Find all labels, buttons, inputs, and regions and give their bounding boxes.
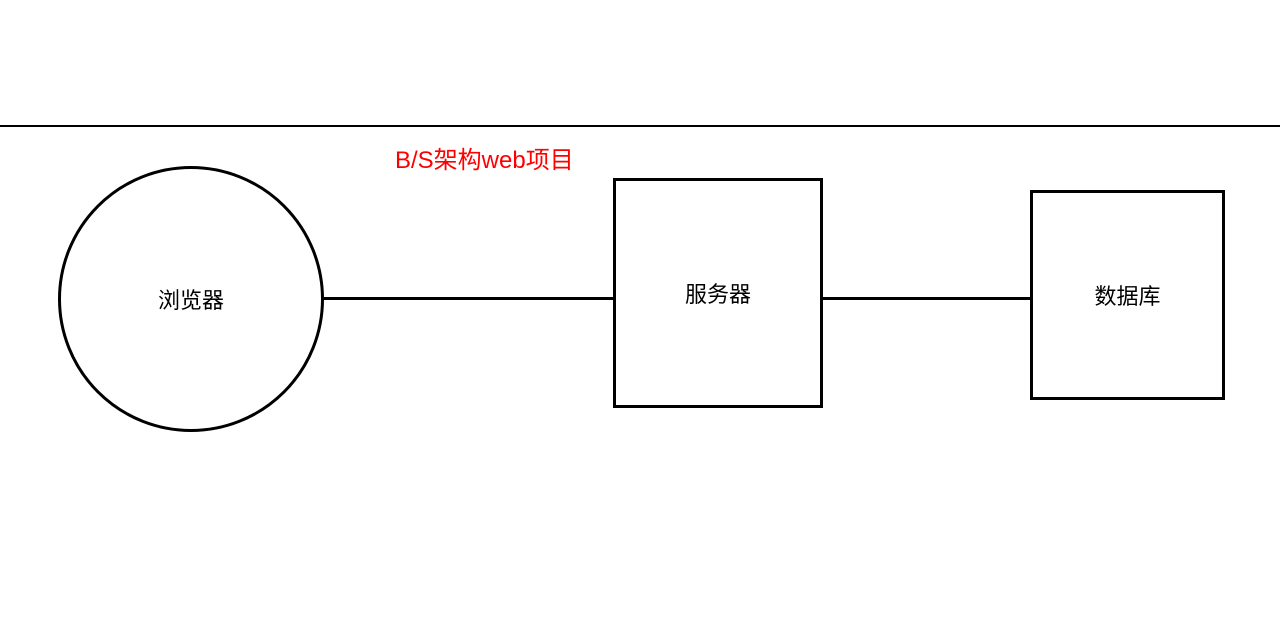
- edge-browser-server: [324, 297, 613, 300]
- horizontal-divider: [0, 125, 1280, 127]
- node-browser: 浏览器: [58, 166, 324, 432]
- node-server-label: 服务器: [685, 277, 751, 309]
- edge-server-database: [823, 297, 1030, 300]
- diagram-title: B/S架构web项目: [395, 140, 574, 175]
- node-browser-label: 浏览器: [158, 283, 224, 315]
- node-server: 服务器: [613, 178, 823, 408]
- node-database-label: 数据库: [1094, 279, 1160, 311]
- node-database: 数据库: [1030, 190, 1225, 400]
